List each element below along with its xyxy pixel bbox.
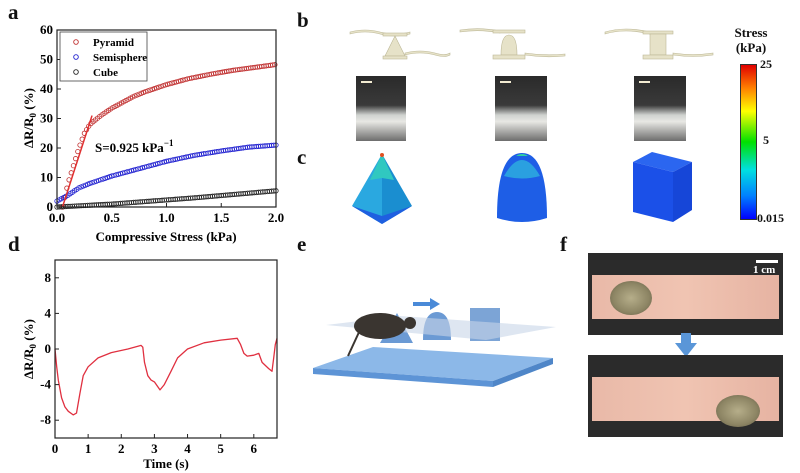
data-point-pyramid xyxy=(151,86,158,92)
legend-label-pyramid: Pyramid xyxy=(93,37,134,49)
data-point-pyramid xyxy=(154,85,160,91)
panel-label-b: b xyxy=(297,8,309,32)
y-tick-label: -4 xyxy=(40,377,51,392)
data-point-semisphere xyxy=(91,179,97,185)
y-tick-label: 60 xyxy=(40,22,53,37)
panel-label-c: c xyxy=(297,145,307,169)
pyramid-schematic xyxy=(349,29,451,60)
data-point-pyramid xyxy=(272,62,278,68)
stress-colorbar xyxy=(740,64,757,220)
pyramid-photo xyxy=(356,76,406,141)
legend-marker-semisphere xyxy=(73,54,79,60)
chart-d-x-axis-label: Time (s) xyxy=(143,456,189,471)
scale-bar-label: 1 cm xyxy=(753,264,776,276)
panel-label-f: f xyxy=(560,232,567,256)
chart-d-frame xyxy=(54,259,278,439)
scale-bar xyxy=(639,81,650,83)
panel-label-e: e xyxy=(297,232,307,256)
x-tick-label: 1.0 xyxy=(158,210,174,225)
panel-label-a: a xyxy=(8,0,19,24)
data-point-semisphere xyxy=(102,175,108,181)
data-point-semisphere xyxy=(96,177,102,184)
data-point-pyramid xyxy=(149,86,155,92)
data-point-semisphere xyxy=(93,178,100,184)
turtle xyxy=(347,313,416,357)
legend-label-semisphere: Semisphere xyxy=(93,52,147,64)
fem-simulations xyxy=(352,152,692,224)
legend-label-cube: Cube xyxy=(93,67,118,79)
semisphere-fem xyxy=(497,153,547,222)
y-tick-label: 8 xyxy=(45,270,52,285)
pyramid-fem xyxy=(352,153,412,224)
cube-photo xyxy=(634,76,686,141)
colorbar-title-line1: Stress xyxy=(734,25,768,40)
linear-fit-line xyxy=(61,115,93,208)
y-tick-label: 0 xyxy=(45,341,52,356)
y-tick-label: 30 xyxy=(40,111,53,126)
semisphere-photo xyxy=(495,76,547,141)
chart-a-y-axis-label: ΔR/R0 (%) xyxy=(21,88,38,148)
x-tick-label: 2.0 xyxy=(268,210,284,225)
data-point-pyramid xyxy=(147,87,153,93)
semisphere-schematic xyxy=(459,28,566,60)
y-tick-label: 20 xyxy=(40,140,53,155)
bottom-plate xyxy=(313,347,553,387)
x-tick-label: 1 xyxy=(85,441,92,456)
data-point-pyramid xyxy=(156,84,162,90)
motion-arrow-icon xyxy=(413,298,440,310)
chart-d-y-axis-label: ΔR/R0 (%) xyxy=(21,319,38,379)
legend-marker-cube xyxy=(73,69,79,75)
chart-a-x-axis-label: Compressive Stress (kPa) xyxy=(95,229,236,244)
x-tick-label: 0.0 xyxy=(49,210,65,225)
colorbar-tick-max: 25 xyxy=(760,57,772,71)
electrode-schematics xyxy=(349,28,714,60)
x-tick-label: 0.5 xyxy=(104,210,121,225)
data-point-semisphere xyxy=(89,180,95,186)
x-tick-label: 2 xyxy=(118,441,125,456)
cube-schematic xyxy=(604,28,714,60)
colorbar-tick-mid: 5 xyxy=(763,133,769,147)
data-point-pyramid xyxy=(158,83,164,90)
turtle-photo-after xyxy=(588,355,783,437)
y-tick-label: 40 xyxy=(40,81,53,96)
data-point-semisphere xyxy=(87,180,93,186)
colorbar-tick-min: 0.015 xyxy=(757,211,784,225)
sensor-diagram xyxy=(313,298,556,387)
turtle-after xyxy=(716,395,760,427)
scale-bar xyxy=(500,81,511,83)
turtle-before xyxy=(610,281,652,315)
data-point-pyramid xyxy=(270,62,276,68)
data-point-semisphere xyxy=(104,174,110,181)
down-arrow-icon xyxy=(675,333,697,357)
chart-a: 0.0 0.5 1.0 1.5 2.0 0 10 20 30 40 50 60 Pyramid Semi… xyxy=(21,22,284,244)
turtle-photo-before: 1 cm xyxy=(588,253,783,335)
y-tick-label: 50 xyxy=(40,52,53,67)
x-tick-label: 1.5 xyxy=(213,210,230,225)
data-point-semisphere xyxy=(98,177,104,183)
data-point-pyramid xyxy=(145,88,151,94)
data-point-semisphere xyxy=(100,176,106,182)
y-tick-label: 4 xyxy=(45,305,52,320)
x-tick-label: 3 xyxy=(151,441,158,456)
chart-a-sensitivity-annotation: S=0.925 kPa−1 xyxy=(95,138,174,155)
scale-bar xyxy=(361,81,372,83)
y-tick-label: 10 xyxy=(40,170,53,185)
data-point-pyramid xyxy=(143,88,149,95)
colorbar-title-line2: (kPa) xyxy=(735,40,767,55)
cube-fem xyxy=(633,152,692,222)
x-tick-label: 4 xyxy=(184,441,191,456)
panel-label-d: d xyxy=(8,232,20,256)
chart-d: 0 1 2 3 4 5 6 -8 -4 0 4 8 Time (s) ΔR/R0 (%) xyxy=(21,259,278,471)
y-tick-label: -8 xyxy=(40,412,51,427)
legend-marker-pyramid xyxy=(73,39,79,45)
y-tick-label: 0 xyxy=(47,199,54,214)
x-tick-label: 0 xyxy=(52,441,59,456)
x-tick-label: 6 xyxy=(251,441,258,456)
resistance-change-line xyxy=(54,337,278,416)
scale-bar xyxy=(756,260,778,263)
x-tick-label: 5 xyxy=(217,441,224,456)
